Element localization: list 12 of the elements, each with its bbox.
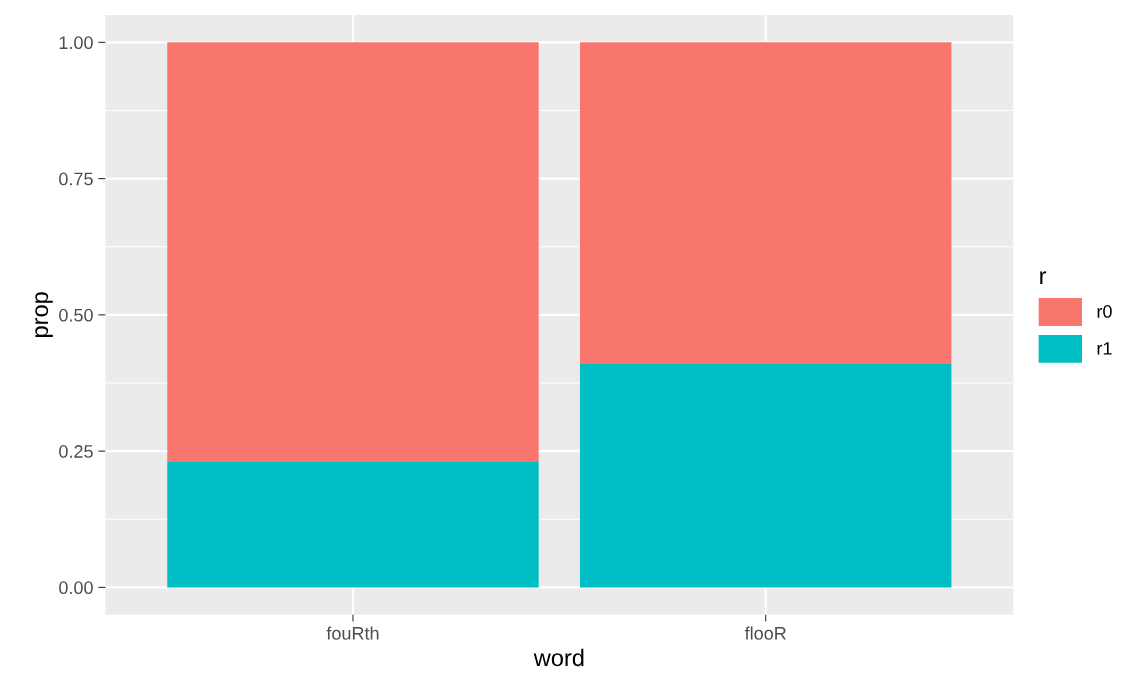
y-tick-label: 1.00	[59, 36, 93, 50]
y-tick-label: 0.25	[59, 445, 93, 458]
y-axis-title: prop	[35, 292, 53, 337]
legend-title: r	[1040, 271, 1047, 285]
legend-label: r1	[1097, 342, 1112, 355]
x-tick-label: fouRth	[326, 626, 379, 640]
x-tick-label: flooR	[744, 626, 786, 640]
y-tick-label: 0.75	[59, 172, 93, 186]
y-tick-label: 0.50	[59, 308, 93, 322]
x-axis-title: word	[533, 648, 584, 667]
y-tick-label: 0.00	[59, 581, 93, 595]
legend-label: r0	[1097, 305, 1112, 318]
